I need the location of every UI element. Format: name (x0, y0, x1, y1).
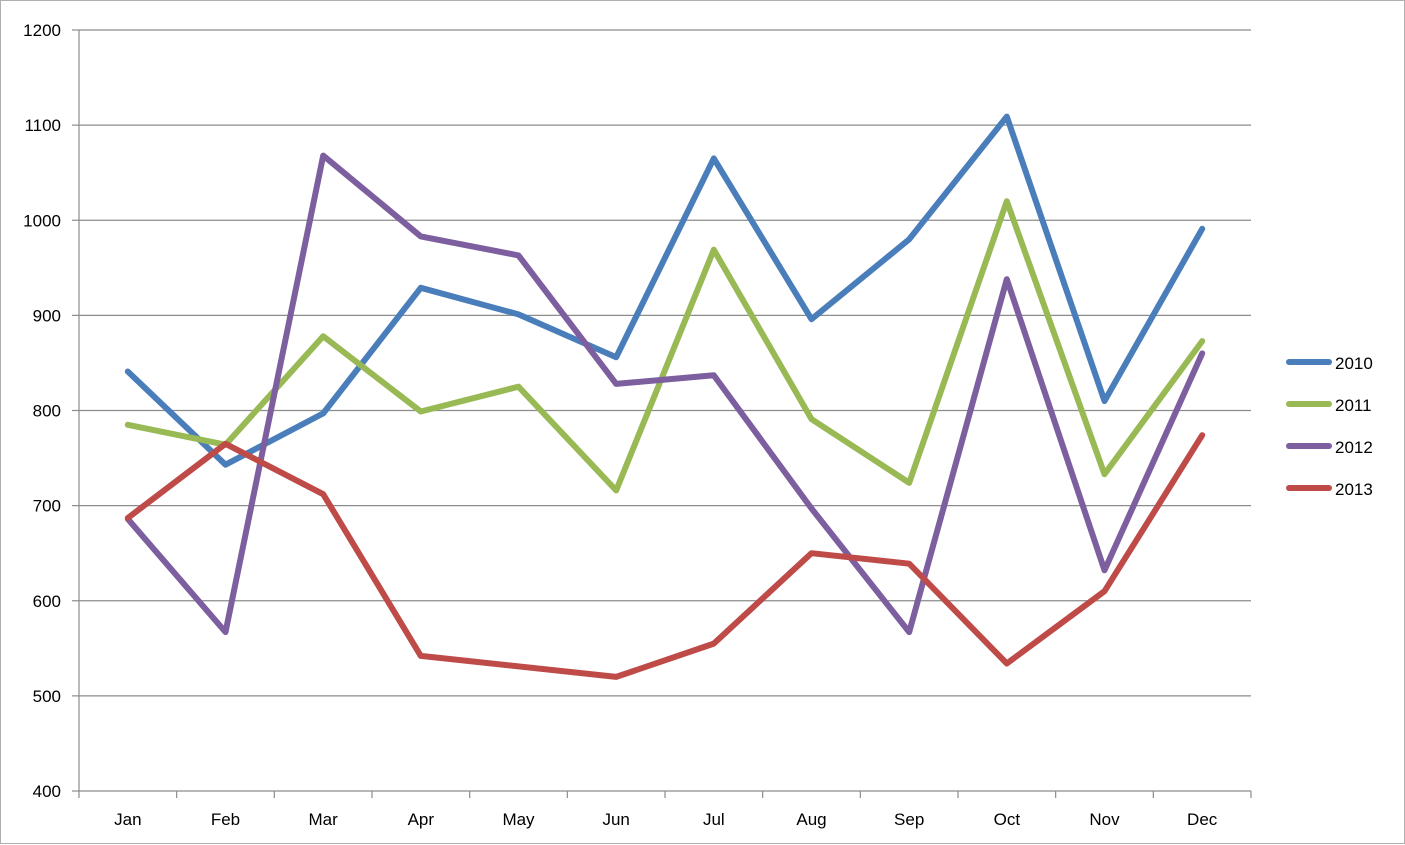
series-lines (124, 113, 1206, 680)
x-tick-label: Apr (408, 810, 435, 829)
series-line-2012 (124, 152, 1206, 636)
x-tick-label: Oct (994, 810, 1021, 829)
x-tick-label: Sep (894, 810, 924, 829)
y-tick-label: 400 (33, 782, 61, 801)
y-tick-label: 500 (33, 687, 61, 706)
x-tick-label: Nov (1089, 810, 1120, 829)
series-line-2011 (124, 198, 1206, 494)
series-line-2010 (124, 113, 1206, 468)
y-tick-label: 1000 (23, 211, 61, 230)
y-tick-label: 800 (33, 402, 61, 421)
legend-label: 2013 (1335, 480, 1373, 499)
x-tick-label: Feb (211, 810, 240, 829)
x-tick-label: Dec (1187, 810, 1218, 829)
x-tick-label: Aug (796, 810, 826, 829)
gridlines (79, 29, 1251, 697)
y-tick-label: 1200 (23, 21, 61, 40)
y-tick-label: 700 (33, 497, 61, 516)
y-tick-label: 600 (33, 592, 61, 611)
legend: 2010 2011 2012 2013 (1286, 354, 1373, 499)
legend-label: 2012 (1335, 438, 1373, 457)
x-tick-label: Jul (703, 810, 725, 829)
x-tick-label: Jan (114, 810, 141, 829)
axes: 400 500 600 700 800 900 1000 1100 1200 Jan Feb Mar A… (23, 21, 1252, 829)
x-tick-label: Mar (309, 810, 339, 829)
y-tick-label: 900 (33, 306, 61, 325)
legend-label: 2010 (1335, 354, 1373, 373)
x-tick-label: May (502, 810, 535, 829)
series-line-2013 (124, 432, 1206, 680)
x-tick-label: Jun (602, 810, 629, 829)
y-tick-label: 1100 (24, 116, 61, 135)
legend-label: 2011 (1335, 396, 1372, 415)
